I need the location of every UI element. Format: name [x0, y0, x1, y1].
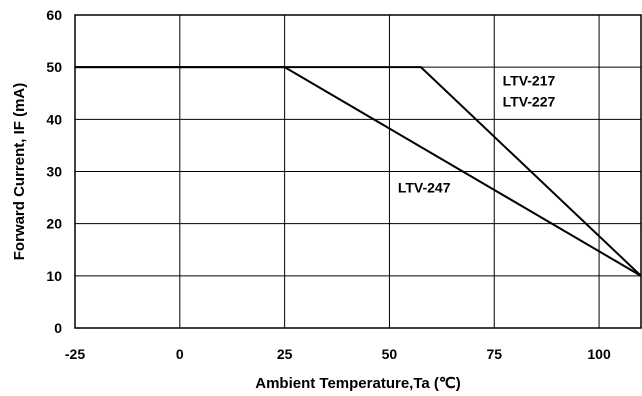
y-tick-label: 50 — [46, 59, 62, 75]
y-tick-label: 0 — [54, 320, 62, 336]
y-tick-label: 60 — [46, 7, 62, 23]
y-tick-label: 10 — [46, 268, 62, 284]
x-tick-label: 100 — [587, 346, 611, 362]
plot-frame — [74, 14, 642, 329]
x-tick-label: 75 — [486, 346, 502, 362]
x-tick-labels: -25 0 25 50 75 100 — [65, 346, 611, 362]
series-line-2 — [75, 66, 642, 277]
series-lines — [75, 66, 642, 277]
series-annotation: LTV-247 — [398, 179, 451, 195]
series-annotation: LTV-227 — [503, 93, 556, 109]
grid-lines — [74, 14, 641, 329]
y-tick-labels: 0 10 20 30 40 50 60 — [46, 7, 62, 336]
y-tick-label: 20 — [46, 216, 62, 232]
y-tick-label: 40 — [46, 111, 62, 127]
y-tick-label: 30 — [46, 164, 62, 180]
series-annotation: LTV-217 — [503, 72, 556, 88]
y-axis-label: Forward Current, IF (mA) — [11, 83, 28, 261]
x-tick-label: 50 — [382, 346, 398, 362]
annotations: LTV-217 LTV-227 LTV-247 — [398, 72, 556, 195]
x-axis-label: Ambient Temperature,Ta (℃) — [255, 375, 460, 392]
x-tick-label: -25 — [65, 346, 85, 362]
x-tick-label: 25 — [277, 346, 293, 362]
x-tick-label: 0 — [176, 346, 184, 362]
